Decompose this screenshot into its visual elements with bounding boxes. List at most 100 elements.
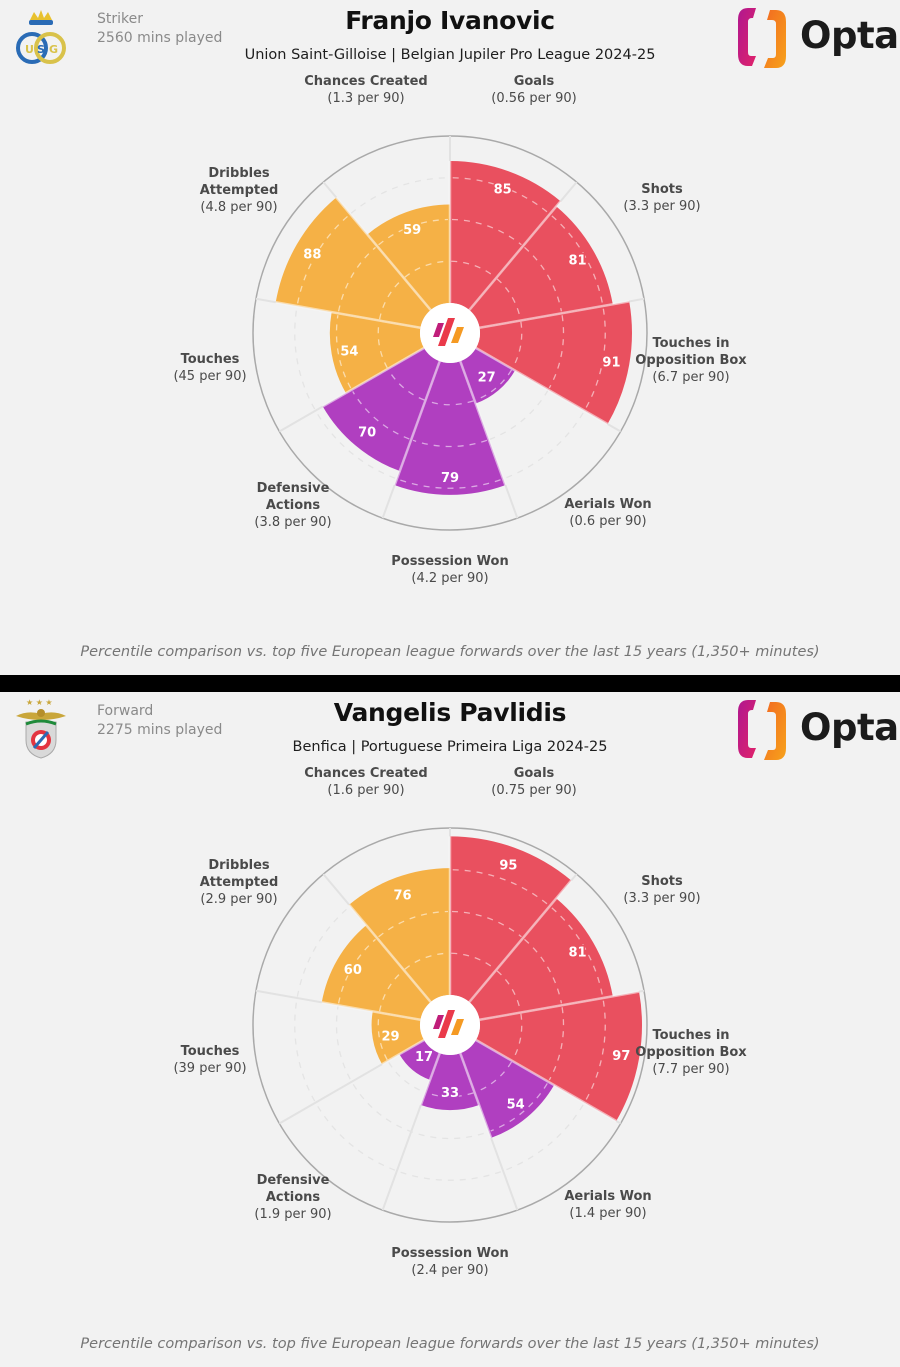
player-panel-1: 85 81 91 27 79 70 54 88 59 Goals (0.56 per 90) Shot…: [0, 0, 900, 675]
metric-per90: (1.6 per 90): [327, 783, 404, 798]
usg-crest-icon: U S G: [16, 10, 66, 64]
metric-name: Shots: [641, 182, 683, 197]
bar-separator: [475, 346, 609, 426]
bar-gridline: [296, 215, 349, 304]
radar-chart-2: 95 81 97 54 33 17 29 60 76 Goals (0.75 per 90) Shot…: [173, 766, 747, 1278]
opta-mark-icon: [738, 700, 786, 760]
bar-gridline: [524, 246, 563, 312]
bar-separator: [459, 1052, 493, 1139]
bar-chances-created: [367, 204, 450, 311]
value-label: 27: [478, 371, 496, 386]
svg-text:S: S: [37, 43, 45, 56]
bar-gridline: [496, 278, 522, 320]
metric-per90: (39 per 90): [173, 1061, 246, 1076]
metric-per90: (2.9 per 90): [200, 892, 277, 907]
metric-name: Touches in: [652, 336, 729, 351]
bar-goals: [450, 836, 572, 1003]
benfica-crest-icon: ★ ★ ★: [16, 698, 66, 759]
team-league-subtitle: Union Saint-Gilloise | Belgian Jupiler P…: [244, 47, 656, 63]
bar-gridline: [412, 439, 488, 448]
value-label: 70: [358, 426, 376, 441]
svg-text:G: G: [49, 43, 58, 56]
value-label: 29: [381, 1029, 399, 1044]
bar-gridline: [378, 218, 449, 246]
bar-gridline: [512, 1013, 523, 1061]
bar-gridline: [352, 391, 410, 440]
bar-separator: [275, 301, 421, 330]
bar-gridline: [585, 308, 606, 409]
bar-gridline: [387, 369, 425, 401]
bar-gridline: [585, 1000, 606, 1101]
bar-gridline: [551, 215, 604, 304]
bar-aerials-won: [460, 348, 516, 404]
metric-per90: (1.4 per 90): [569, 1206, 646, 1221]
metric-name: Possession Won: [391, 1246, 508, 1261]
metric-name: Dribbles: [208, 858, 270, 873]
opta-wordmark: Opta: [800, 14, 899, 57]
bar-gridline: [451, 910, 522, 938]
bar-gridline: [377, 321, 388, 369]
metric-per90: (3.3 per 90): [623, 199, 700, 214]
metric-per90: (3.8 per 90): [254, 515, 331, 530]
minutes-played: 2560 mins played: [97, 30, 223, 46]
footnote: Percentile comparison vs. top five Europ…: [80, 1336, 820, 1352]
bar-separator: [468, 879, 573, 1003]
bar-possession-won: [394, 361, 506, 495]
metric-per90: (0.56 per 90): [491, 91, 577, 106]
metric-name: Touches: [181, 352, 240, 367]
value-label: 54: [340, 345, 358, 360]
bar-separator: [322, 346, 425, 408]
opta-mark-icon: [738, 8, 786, 68]
metric-name: Goals: [514, 766, 555, 781]
metric-per90: (45 per 90): [173, 369, 246, 384]
bar-gridline: [512, 321, 523, 369]
bar-touches: [371, 1011, 425, 1065]
opta-logo: Opta: [734, 698, 899, 764]
bar-separator: [381, 1038, 425, 1066]
bar-shots: [469, 206, 613, 328]
metric-name: Touches: [181, 1044, 240, 1059]
player-name: Vangelis Pavlidis: [333, 698, 567, 727]
bar-separator: [479, 990, 640, 1022]
value-label: 81: [568, 253, 586, 268]
opta-center-icon: [433, 1010, 464, 1038]
metric-name: Attempted: [200, 183, 279, 198]
footnote: Percentile comparison vs. top five Europ…: [80, 644, 820, 660]
metric-name: Actions: [266, 498, 321, 513]
bar-separator: [419, 1052, 441, 1106]
value-label: 76: [393, 888, 411, 903]
bar-gridline: [490, 1083, 548, 1132]
metric-per90: (1.9 per 90): [254, 1207, 331, 1222]
bar-gridline: [548, 315, 565, 389]
metric-name: Chances Created: [304, 766, 428, 781]
bar-aerials-won: [460, 1040, 555, 1138]
bar-separator: [335, 196, 432, 311]
value-label: 17: [415, 1050, 433, 1065]
center-hub: [420, 995, 480, 1055]
value-label: 79: [441, 471, 459, 486]
bar-gridline: [399, 479, 501, 489]
value-label: 85: [494, 182, 512, 197]
metric-per90: (1.3 per 90): [327, 91, 404, 106]
bar-gridline: [452, 869, 549, 905]
player-meta: Striker 2560 mins played: [97, 10, 222, 48]
bar-separator: [479, 300, 630, 330]
bar-gridline: [335, 315, 352, 389]
bar-gridline: [426, 1092, 474, 1098]
bar-gridline: [404, 260, 449, 278]
bar-gridline: [404, 952, 449, 970]
bar-separator: [348, 903, 432, 1003]
bar-defensive-actions: [399, 1040, 440, 1080]
bar-gridline: [475, 369, 513, 401]
metric-name: Opposition Box: [635, 1045, 747, 1060]
value-label: 33: [441, 1086, 459, 1101]
player-name: Franjo Ivanovic: [345, 6, 555, 35]
bar-gridline: [377, 1013, 388, 1061]
panel-divider: [0, 675, 900, 692]
bar-separator: [321, 1001, 421, 1022]
bar-gridline: [378, 910, 449, 938]
bar-gridline: [451, 952, 496, 970]
bar-gridline: [451, 218, 522, 246]
bar-gridline: [524, 938, 563, 1004]
player-panel-2: 95 81 97 54 33 17 29 60 76 Goals (0.75 per 90) Shot…: [0, 692, 900, 1352]
